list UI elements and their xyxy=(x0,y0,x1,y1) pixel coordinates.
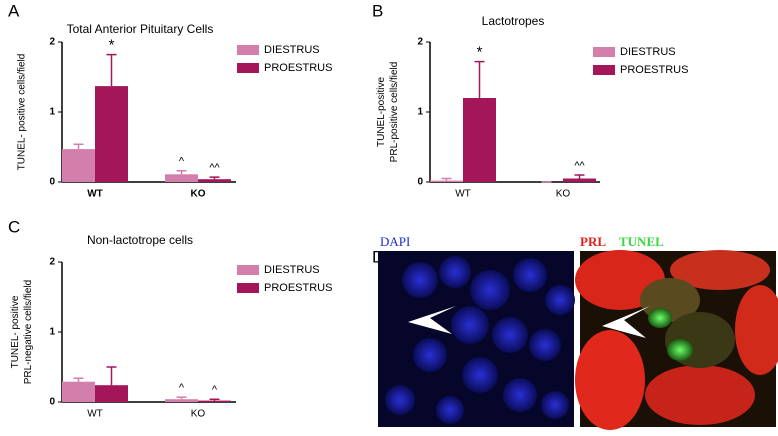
annotation: ^^ xyxy=(574,160,585,172)
legend-swatch xyxy=(593,65,615,75)
annotation: * xyxy=(109,37,115,54)
chart-title: Lactotropes xyxy=(482,14,545,28)
panel-label: A xyxy=(8,1,20,20)
annotation: ^ xyxy=(179,382,185,394)
y-tick-label: 2 xyxy=(49,37,55,48)
bar xyxy=(463,98,496,182)
x-tick-label: KO xyxy=(191,189,206,200)
legend-label: DIESTRUS xyxy=(620,46,676,58)
bar xyxy=(62,381,95,402)
error-bar xyxy=(73,143,84,150)
legend-swatch xyxy=(237,265,259,275)
y-tick-label: 1 xyxy=(49,107,55,118)
error-bar xyxy=(73,377,84,382)
annotation: ^^ xyxy=(209,162,220,174)
annotation: * xyxy=(477,44,483,61)
error-bar xyxy=(209,176,220,180)
x-tick-label: WT xyxy=(87,409,103,420)
y-tick-label: 2 xyxy=(49,257,55,268)
x-tick-label: WT xyxy=(455,189,471,200)
error-bar xyxy=(474,60,485,98)
legend-swatch xyxy=(237,63,259,73)
y-tick-label: 1 xyxy=(49,327,55,338)
error-bar xyxy=(106,53,117,87)
y-tick-label: 0 xyxy=(417,177,423,188)
chart-title: Non-lactotrope cells xyxy=(87,233,193,247)
error-bar xyxy=(441,177,452,181)
bar xyxy=(95,86,128,182)
annotation: ^ xyxy=(179,156,185,168)
y-axis-label: TUNEL-positive xyxy=(376,77,387,147)
bar xyxy=(198,400,231,402)
legend-label: DIESTRUS xyxy=(264,264,320,276)
error-bar xyxy=(574,174,585,179)
error-bar xyxy=(176,170,187,175)
stain-label: PRL xyxy=(580,234,606,249)
y-tick-label: 1 xyxy=(417,107,423,118)
legend-swatch xyxy=(237,45,259,55)
stain-label: TUNEL xyxy=(619,234,664,249)
panel-label: C xyxy=(8,217,20,236)
panel-d: D DAPI PRL TUNEL xyxy=(372,234,778,430)
x-tick-label: KO xyxy=(556,189,571,200)
annotation: ^ xyxy=(212,384,218,396)
chart-title: Total Anterior Pituitary Cells xyxy=(67,22,214,36)
y-axis-label: TUNEL- positive cells/field xyxy=(17,54,28,171)
y-tick-label: 0 xyxy=(49,177,55,188)
x-tick-label: KO xyxy=(191,409,206,420)
bar xyxy=(430,180,463,182)
legend-label: DIESTRUS xyxy=(264,44,320,56)
legend-swatch xyxy=(237,283,259,293)
panel-label: B xyxy=(372,1,383,20)
bar xyxy=(95,385,128,402)
legend-label: PROESTRUS xyxy=(264,282,332,294)
error-bar xyxy=(176,396,187,400)
error-bar xyxy=(106,366,117,386)
bar xyxy=(563,178,596,182)
y-tick-label: 2 xyxy=(417,37,423,48)
x-tick-label: WT xyxy=(87,189,103,200)
bar xyxy=(165,399,198,402)
y-axis-label: TUNEL- positive xyxy=(10,295,21,368)
error-bar xyxy=(209,398,220,401)
dapi-image xyxy=(378,251,575,427)
bar xyxy=(62,149,95,182)
bar xyxy=(165,174,198,182)
prl-tunel-image xyxy=(575,250,778,430)
legend-swatch xyxy=(593,47,615,57)
y-axis-label: PRL-positive cells/field xyxy=(389,62,400,163)
bar xyxy=(198,179,231,182)
y-axis-label: PRL-negative cells/field xyxy=(23,280,34,385)
legend-label: PROESTRUS xyxy=(620,64,688,76)
stain-label: DAPI xyxy=(380,234,410,249)
legend-label: PROESTRUS xyxy=(264,62,332,74)
y-tick-label: 0 xyxy=(49,397,55,408)
